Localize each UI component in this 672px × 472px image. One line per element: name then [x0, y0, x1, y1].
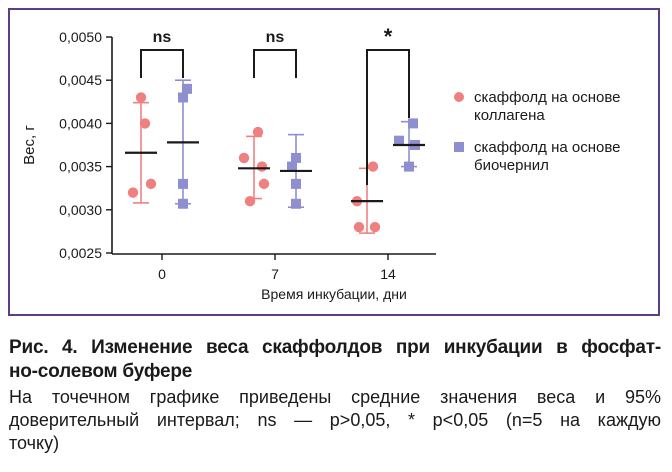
data-point-circle — [258, 178, 270, 190]
data-point-square — [408, 118, 418, 129]
caption-body-line: доверительный интервал; ns — p>0,05, * p… — [9, 410, 661, 430]
x-axis-label: Время инкубации, дни — [261, 286, 407, 302]
y-tick-label: 0,0030 — [59, 202, 102, 218]
data-point-circle — [367, 161, 379, 172]
axes: 0,0025 0,0030 0,0035 0,0040 0,0045 0,0050 Вес,… — [21, 29, 436, 302]
data-point-square — [291, 198, 301, 209]
x-tick-label: 0 — [158, 266, 166, 282]
significance-bracket — [253, 49, 297, 78]
caption-body-line: точку) — [9, 433, 60, 453]
chart: 0,0025 0,0030 0,0035 0,0040 0,0045 0,0050 Вес,… — [21, 24, 621, 302]
legend-marker-square — [454, 142, 464, 152]
data-point-circle — [244, 195, 256, 207]
data-point-circle — [256, 161, 268, 172]
figure-caption: Рис. 4. Изменение веса скаффолдов при ин… — [9, 336, 661, 455]
data-point-circle — [252, 126, 264, 138]
y-tick-label: 0,0050 — [59, 29, 102, 45]
y-tick-label: 0,0025 — [59, 245, 102, 261]
data-point-square — [404, 161, 414, 172]
y-tick-label: 0,0040 — [59, 115, 102, 131]
legend-label: коллагена — [474, 107, 545, 124]
data-point-circle — [353, 221, 365, 233]
data-point-circle — [238, 152, 250, 164]
data-point-square — [178, 178, 188, 189]
data-point-circle — [145, 178, 157, 190]
data-point-square — [178, 92, 188, 103]
caption-body-line: На точечном графике приведены средние зн… — [9, 387, 661, 407]
data-point-square — [178, 198, 188, 209]
y-tick-label: 0,0045 — [59, 72, 102, 88]
significance-label: ns — [153, 29, 172, 46]
data-point-circle — [127, 187, 139, 198]
data-point-circle — [139, 118, 151, 129]
x-tick-label: 14 — [380, 266, 396, 282]
caption-body: На точечном графике приведены средние зн… — [9, 386, 661, 455]
legend-label: скаффолд на основе — [474, 89, 621, 106]
caption-title: Рис. 4. Изменение веса скаффолдов при ин… — [9, 336, 661, 384]
significance-bracket — [140, 49, 184, 78]
data-point-square — [291, 152, 301, 163]
legend-label: скаффолд на основе — [474, 139, 621, 156]
significance-bracket — [366, 49, 410, 185]
data-point-square — [182, 83, 192, 94]
data-point-circle — [135, 92, 147, 103]
y-axis-label: Вес, г — [21, 125, 38, 165]
legend-label: биочернил — [474, 157, 549, 174]
caption-title-line: Рис. 4. Изменение веса скаффолдов при ин… — [9, 337, 661, 358]
y-tick-label: 0,0035 — [59, 159, 102, 175]
x-tick-label: 7 — [271, 266, 279, 282]
significance-label: ns — [266, 29, 285, 46]
data-point-square — [291, 178, 301, 189]
legend-marker-circle — [454, 92, 464, 102]
chart-marks: ns ns * — [125, 24, 425, 234]
significance-label: * — [384, 24, 393, 49]
data-point-square — [287, 161, 297, 172]
data-point-square — [394, 135, 404, 146]
figure-frame — [8, 8, 660, 316]
caption-title-line: но-солевом буфере — [9, 361, 193, 382]
data-point-circle — [369, 221, 381, 233]
